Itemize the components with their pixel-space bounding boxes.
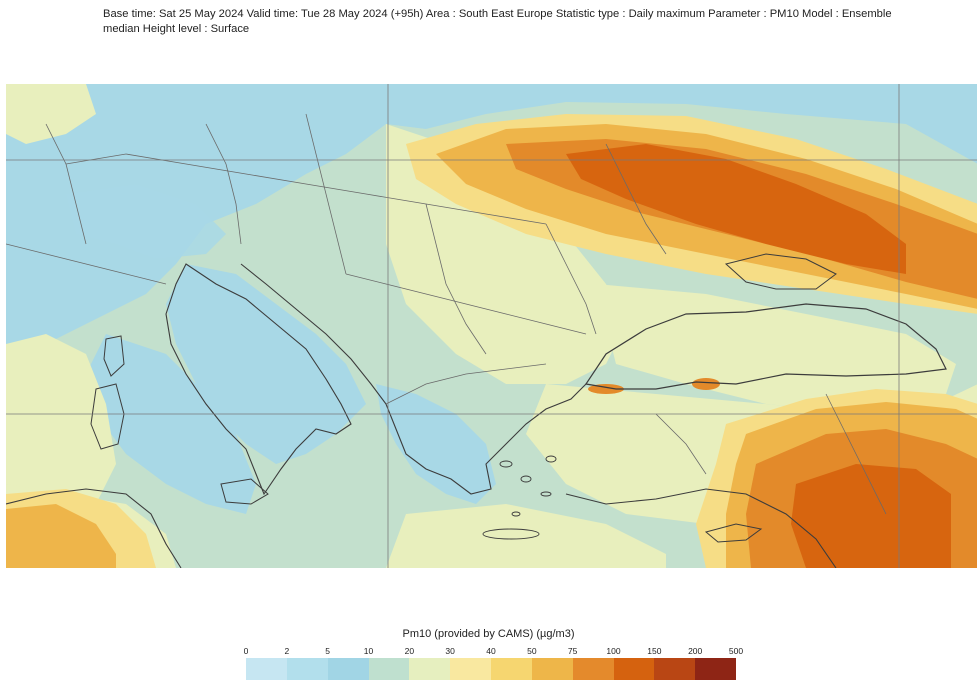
legend-swatch xyxy=(531,658,574,680)
north-africa-coastline xyxy=(6,488,182,568)
legend-swatch xyxy=(246,658,288,680)
legend-swatch xyxy=(450,658,492,680)
north-blue-area xyxy=(386,84,977,164)
south-pale-yellow xyxy=(386,504,666,568)
legend-swatch xyxy=(327,658,369,680)
legend-tick-label: 0 xyxy=(243,646,249,656)
pm10-map-canvas xyxy=(6,84,977,568)
hotspot-1 xyxy=(588,384,624,394)
central-blue-patches xyxy=(66,184,226,259)
adriatic-east-coastline xyxy=(240,263,587,495)
sicily-coastline xyxy=(220,478,269,505)
south-west-orange-area xyxy=(6,504,116,568)
north-east-red-orange-core xyxy=(566,144,906,274)
italy-coastline xyxy=(165,263,352,496)
aegean-islands xyxy=(482,455,557,540)
header-line-1: Base time: Sat 25 May 2024 Valid time: T… xyxy=(103,8,892,20)
color-legend: 0 2 5 10 20 30 40 50 75 100 150 200 500 xyxy=(244,646,743,680)
tyrrhenian-blue-area xyxy=(86,334,256,514)
pm10-map[interactable] xyxy=(6,84,977,568)
legend-title: Pm10 (provided by CAMS) (µg/m3) xyxy=(402,628,575,640)
legend-tick-label: 150 xyxy=(647,646,662,656)
header-line-2: median Height level : Surface xyxy=(103,23,250,35)
blacksea-pale-yellow xyxy=(596,284,956,414)
legend-swatch xyxy=(572,658,614,680)
legend-swatch xyxy=(409,658,451,680)
black-sea-coastline xyxy=(584,303,947,390)
map-header: Base time: Sat 25 May 2024 Valid time: T… xyxy=(103,7,923,37)
azov-coastline xyxy=(724,253,837,290)
legend-tick-label: 100 xyxy=(606,646,621,656)
legend-swatch xyxy=(613,658,655,680)
legend-tick-label: 5 xyxy=(325,646,331,656)
legend-tick-label: 10 xyxy=(363,646,374,656)
legend-swatch xyxy=(695,658,737,680)
corsica-coastline xyxy=(103,335,125,377)
lat-lon-grid xyxy=(6,84,977,568)
northwest-pale-yellow xyxy=(6,84,96,144)
legend-tick-label: 500 xyxy=(728,646,744,656)
legend-tick-label: 2 xyxy=(284,646,290,656)
south-east-red-orange-core xyxy=(791,464,951,568)
hotspot-2 xyxy=(692,378,720,390)
legend-swatch xyxy=(286,658,329,680)
west-pale-yellow xyxy=(6,334,116,504)
cyprus-coastline xyxy=(704,523,763,543)
legend-swatch xyxy=(491,658,533,680)
legend-tick-label: 40 xyxy=(486,646,496,656)
legend-tick-label: 75 xyxy=(567,646,578,656)
legend-tick-label: 30 xyxy=(445,646,455,656)
legend-tick-label: 20 xyxy=(404,646,415,656)
legend-tick-label: 200 xyxy=(688,646,703,656)
legend-swatch xyxy=(654,658,696,680)
legend-swatch xyxy=(368,658,410,680)
anatolia-south-coastline xyxy=(565,488,837,568)
legend-tick-label: 50 xyxy=(527,646,537,656)
sardinia-coastline xyxy=(90,383,125,450)
